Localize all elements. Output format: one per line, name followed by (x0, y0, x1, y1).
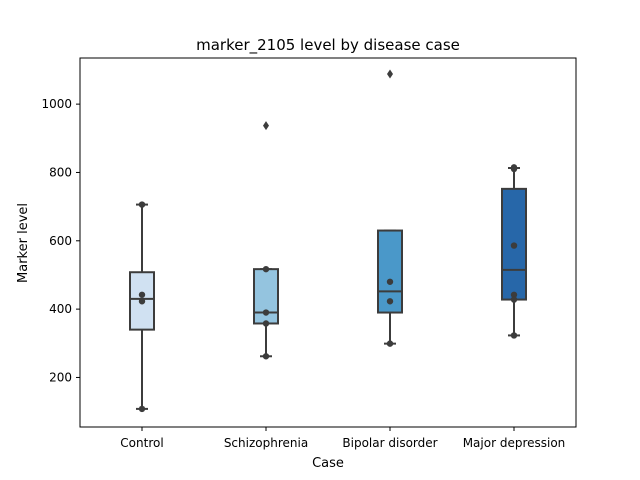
data-point (510, 242, 518, 249)
x-axis-label: Case (312, 456, 344, 471)
data-point (386, 278, 394, 285)
data-point (138, 201, 146, 208)
plot-frame (79, 57, 577, 428)
data-point (262, 320, 270, 327)
data-point (138, 291, 146, 298)
x-tick-label: Schizophrenia (224, 436, 308, 450)
box-group (377, 69, 403, 347)
y-tick-label: 400 (49, 302, 72, 316)
x-tick-label: Bipolar disorder (342, 436, 437, 450)
data-point (510, 165, 518, 173)
data-point (138, 405, 146, 413)
data-point (386, 340, 394, 347)
data-point (262, 265, 270, 273)
y-axis-label: Marker level (16, 203, 31, 283)
chart-title: marker_2105 level by disease case (196, 36, 460, 55)
data-point (138, 298, 146, 305)
outlier-marker (387, 69, 393, 79)
data-point (510, 291, 518, 298)
data-point (262, 309, 270, 316)
y-tick-label: 200 (49, 370, 72, 384)
x-tick-label: Major depression (463, 436, 566, 450)
y-tick-label: 600 (49, 234, 72, 248)
box-group (501, 164, 527, 339)
x-tick-label: Control (120, 436, 163, 450)
data-point (262, 353, 270, 360)
y-tick-label: 1000 (41, 97, 72, 111)
box-group (253, 121, 279, 360)
data-point (386, 298, 394, 305)
data-point (510, 296, 518, 303)
data-point (510, 332, 518, 339)
y-tick-label: 800 (49, 165, 72, 179)
outlier-marker (263, 121, 269, 131)
box-group (129, 201, 155, 413)
plot-area (129, 69, 527, 413)
box (377, 229, 403, 314)
